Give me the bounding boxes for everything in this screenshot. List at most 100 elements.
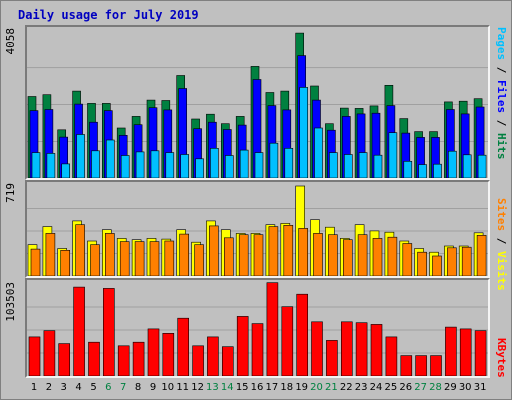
legend-sites-visits: Sites / Visits — [492, 198, 508, 291]
pages-bar — [225, 155, 234, 178]
x-tick-label: 18 — [280, 382, 294, 393]
kbytes-bar — [281, 306, 294, 376]
kbytes-bar — [88, 341, 100, 376]
kbytes-bar — [445, 326, 457, 376]
sites-bar — [461, 246, 472, 276]
legend-kbytes: KBytes — [492, 338, 508, 378]
sites-bar — [283, 224, 294, 276]
pages-bar — [195, 158, 204, 178]
pages-bar — [343, 154, 353, 178]
x-tick-label: 20 — [310, 382, 323, 393]
kbytes-bar — [147, 328, 160, 376]
x-tick-label: 6 — [105, 382, 112, 393]
sites-bar — [417, 251, 427, 276]
pages-bar — [329, 152, 338, 178]
pages-bar — [358, 152, 368, 178]
sites-bar — [372, 238, 383, 276]
sites-bar — [209, 225, 219, 276]
x-tick-label: 27 — [414, 382, 427, 393]
kbytes-bar — [370, 324, 383, 376]
sites-bar — [432, 255, 442, 276]
sites-bar — [357, 234, 368, 276]
kbytes-bar — [58, 343, 71, 376]
kbytes-bar — [340, 321, 353, 376]
kbytes-bar — [385, 336, 398, 376]
kbytes-bar — [117, 345, 130, 376]
pages-bar — [388, 132, 398, 178]
kbytes-bar — [177, 317, 189, 376]
visits-panel — [25, 180, 490, 278]
x-tick-label: 23 — [354, 382, 368, 393]
x-tick-label: 10 — [161, 382, 175, 393]
pages-bar — [120, 155, 130, 178]
files-bar — [475, 106, 485, 178]
files-bar — [29, 110, 39, 178]
pages-bar — [284, 148, 294, 178]
sites-bar — [105, 233, 115, 276]
x-tick-label: 13 — [206, 382, 219, 393]
legend-hits: Hits — [495, 133, 508, 160]
sites-bar — [30, 248, 41, 276]
kbytes-bar — [459, 328, 472, 376]
pages-bar — [135, 151, 145, 178]
pages-bar — [150, 150, 160, 178]
files-bar — [44, 109, 54, 178]
pages-bar — [373, 154, 383, 178]
sites-bar — [194, 244, 204, 276]
x-tick-label: 19 — [295, 382, 309, 393]
sites-bar — [224, 237, 234, 276]
pages-bar — [165, 152, 175, 178]
kbytes-bar — [28, 336, 41, 376]
pages-bar — [462, 154, 472, 178]
pages-bar — [269, 142, 279, 178]
pages-bar — [210, 148, 219, 178]
kbytes-plot — [27, 282, 488, 376]
x-tick-label: 25 — [384, 382, 398, 393]
x-axis-labels: 1 2 3 4 5 6 7 8 9 10 11 12 13 14 15 16 17 18 19 20 21 22 23 24 2… — [25, 380, 490, 396]
x-tick-label: 7 — [120, 382, 127, 393]
pages-bar — [477, 154, 487, 178]
files-bar — [223, 129, 232, 178]
sites-bar — [342, 239, 353, 276]
pages-bar — [299, 87, 309, 178]
pages-bar — [418, 164, 427, 178]
files-bar — [148, 107, 158, 178]
visits-ymax-label: 719 — [4, 183, 17, 203]
x-tick-label: 29 — [444, 382, 457, 393]
pages-bar — [433, 163, 442, 178]
sites-bar — [238, 234, 249, 276]
legend-visits: Visits — [495, 251, 508, 291]
kbytes-bar — [43, 330, 56, 376]
kbytes-bar — [266, 282, 279, 376]
files-bar — [252, 79, 262, 178]
files-bar — [356, 113, 366, 178]
pages-bar — [91, 150, 100, 178]
sites-bar — [476, 234, 487, 276]
x-tick-label: 8 — [134, 382, 142, 393]
files-bar — [282, 109, 292, 178]
hits-panel — [25, 25, 490, 180]
x-tick-label: 12 — [191, 382, 204, 393]
kbytes-bar — [311, 321, 323, 376]
pages-bar — [46, 153, 56, 178]
sites-bar — [447, 247, 457, 276]
kbytes-bar — [326, 340, 338, 376]
x-tick-label: 26 — [399, 382, 413, 393]
files-bar — [431, 137, 440, 178]
x-tick-label: 24 — [369, 382, 383, 393]
legend-hits-files-pages: Pages / Files / Hits — [492, 27, 508, 160]
sites-bar — [164, 240, 175, 276]
pages-bar — [31, 152, 41, 178]
x-tick-label: 22 — [339, 382, 353, 393]
sites-bar — [313, 233, 323, 276]
kbytes-bar — [430, 355, 442, 376]
kbytes-bar — [73, 286, 85, 376]
kbytes-bar — [192, 345, 204, 376]
kbytes-bar — [415, 355, 427, 376]
x-tick-label: 14 — [220, 382, 234, 393]
kbytes-bar — [236, 316, 249, 376]
kbytes-bar — [296, 293, 309, 376]
files-bar — [401, 132, 411, 178]
files-bar — [163, 109, 173, 178]
x-tick-label: 1 — [30, 382, 38, 393]
